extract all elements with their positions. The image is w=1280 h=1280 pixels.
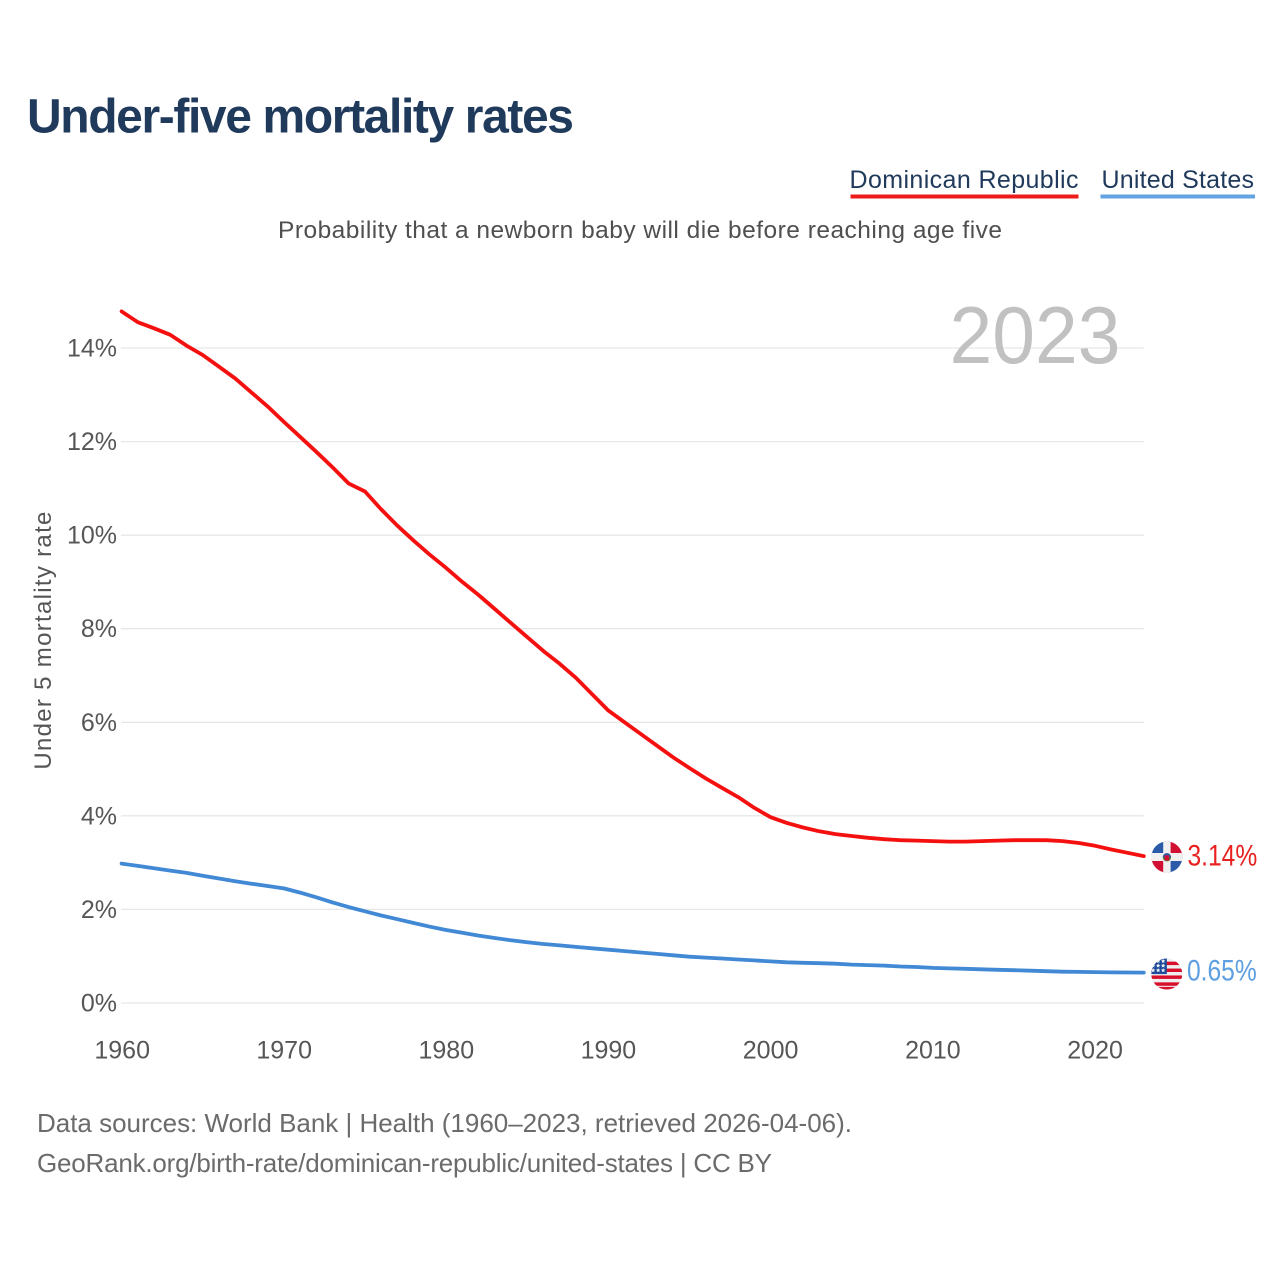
- svg-text:2010: 2010: [905, 1036, 961, 1064]
- svg-text:4%: 4%: [81, 802, 117, 830]
- svg-text:0%: 0%: [81, 990, 117, 1018]
- svg-text:1980: 1980: [418, 1036, 474, 1064]
- svg-text:2000: 2000: [743, 1036, 799, 1064]
- svg-text:GeoRank.org/birth-rate/dominic: GeoRank.org/birth-rate/dominican-republi…: [37, 1148, 772, 1178]
- svg-text:8%: 8%: [81, 615, 117, 643]
- svg-text:Dominican Republic: Dominican Republic: [850, 166, 1079, 194]
- svg-text:3.14%: 3.14%: [1188, 838, 1258, 872]
- svg-text:12%: 12%: [67, 428, 117, 456]
- svg-text:Data sources: World Bank | Hea: Data sources: World Bank | Health (1960–…: [37, 1108, 852, 1138]
- svg-text:0.65%: 0.65%: [1187, 953, 1257, 987]
- svg-text:2%: 2%: [81, 896, 117, 924]
- svg-text:Under-five mortality rates: Under-five mortality rates: [27, 91, 574, 144]
- svg-text:1970: 1970: [256, 1036, 312, 1064]
- svg-text:United States: United States: [1102, 166, 1255, 194]
- svg-text:Probability that a newborn bab: Probability that a newborn baby will die…: [278, 217, 1002, 244]
- svg-text:10%: 10%: [67, 522, 117, 550]
- svg-text:Under 5 mortality rate: Under 5 mortality rate: [30, 510, 57, 769]
- svg-text:14%: 14%: [67, 335, 117, 363]
- svg-text:1960: 1960: [94, 1036, 150, 1064]
- svg-text:1990: 1990: [581, 1036, 637, 1064]
- svg-text:2020: 2020: [1067, 1036, 1123, 1064]
- svg-text:6%: 6%: [81, 709, 117, 737]
- svg-text:2023: 2023: [950, 291, 1121, 381]
